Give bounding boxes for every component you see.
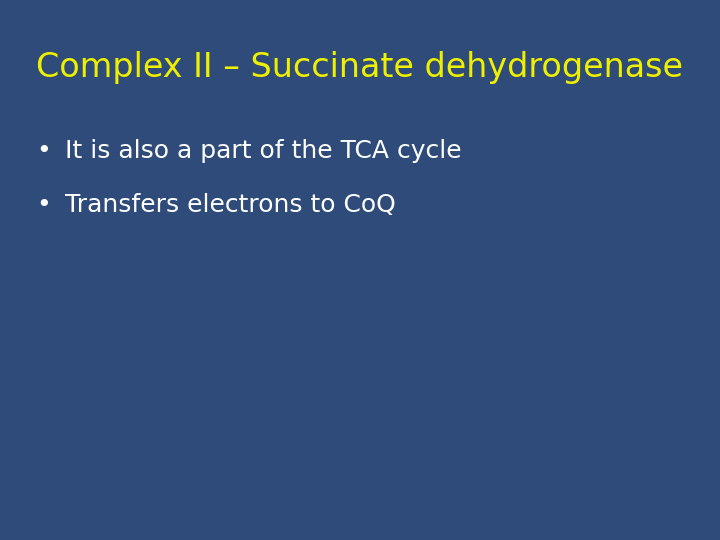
Text: •: • (36, 193, 50, 217)
Text: Transfers electrons to CoQ: Transfers electrons to CoQ (65, 193, 395, 217)
Text: It is also a part of the TCA cycle: It is also a part of the TCA cycle (65, 139, 462, 163)
Text: Complex II – Succinate dehydrogenase: Complex II – Succinate dehydrogenase (36, 51, 683, 84)
Text: •: • (36, 139, 50, 163)
